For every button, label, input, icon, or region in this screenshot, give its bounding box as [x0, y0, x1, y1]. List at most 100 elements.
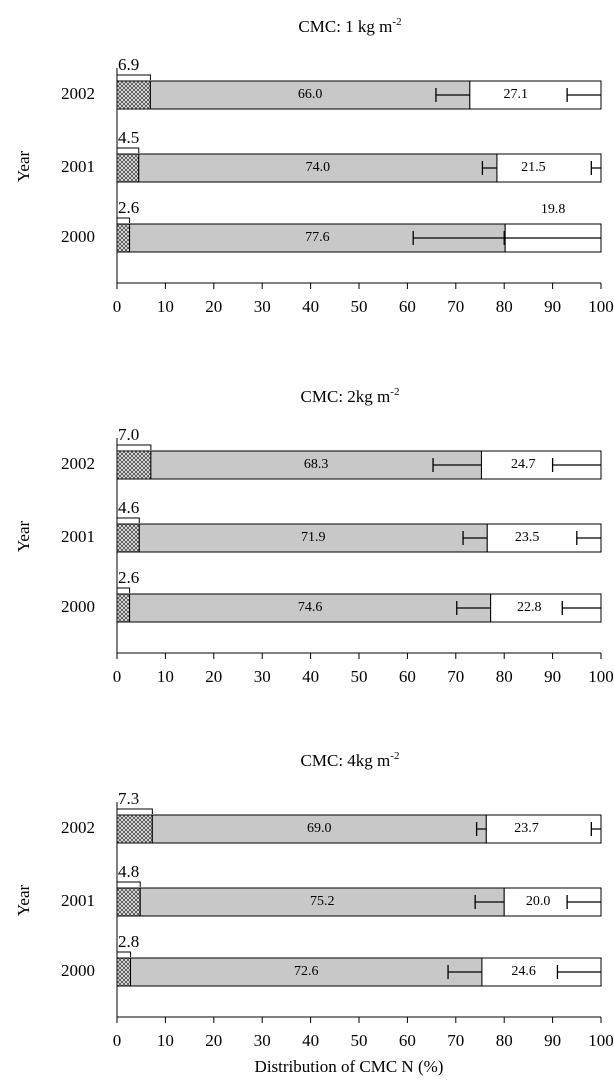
y-axis-label: Year — [14, 884, 33, 916]
x-tick-label: 90 — [544, 667, 561, 686]
error-bar — [590, 822, 601, 836]
y-tick-label: 2001 — [61, 891, 95, 910]
y-tick-label: 2002 — [61, 84, 95, 103]
title-text: CMC: 4kg m — [301, 751, 391, 770]
bracket-label: 4.8 — [118, 862, 139, 881]
y-tick-label: 2000 — [61, 227, 95, 246]
bracket-label: 2.6 — [118, 198, 139, 217]
y-tick-label: 2001 — [61, 157, 95, 176]
x-tick-label: 70 — [447, 297, 464, 316]
value-label: 23.7 — [514, 821, 539, 836]
x-tick-label: 90 — [544, 297, 561, 316]
x-tick-label: 60 — [399, 297, 416, 316]
x-tick-label: 10 — [157, 667, 174, 686]
x-tick-label: 0 — [113, 667, 122, 686]
error-bar — [456, 601, 491, 615]
bar-segment — [116, 957, 132, 987]
error-bar — [432, 458, 482, 472]
y-tick-label: 2002 — [61, 454, 95, 473]
bracket-label: 2.8 — [118, 932, 139, 951]
title-superscript: -2 — [392, 16, 401, 28]
bracket-label: 4.6 — [118, 498, 139, 517]
bracket — [116, 881, 141, 887]
error-bar — [503, 231, 601, 245]
bar-segment — [116, 887, 141, 917]
x-tick-label: 60 — [399, 667, 416, 686]
x-tick-label: 20 — [205, 297, 222, 316]
value-label: 23.5 — [515, 530, 540, 545]
y-tick-label: 2001 — [61, 527, 95, 546]
x-tick-label: 50 — [351, 297, 368, 316]
x-tick-label: 50 — [351, 1031, 368, 1050]
bracket-label: 2.6 — [118, 568, 139, 587]
error-bar — [481, 161, 497, 175]
value-label: 69.0 — [307, 821, 332, 836]
x-tick-label: 80 — [496, 1031, 513, 1050]
x-tick-label: 20 — [205, 667, 222, 686]
y-tick-label: 2000 — [61, 961, 95, 980]
bar-segment — [485, 814, 602, 844]
x-tick-label: 100 — [588, 297, 614, 316]
error-bar — [556, 965, 601, 979]
x-tick-label: 30 — [254, 667, 271, 686]
bracket — [116, 147, 140, 153]
error-bar — [576, 531, 601, 545]
value-label: 21.5 — [521, 160, 546, 175]
value-label: 77.6 — [305, 230, 330, 245]
y-axis-label: Year — [14, 520, 33, 552]
bar-segment — [116, 80, 151, 110]
x-tick-label: 90 — [544, 1031, 561, 1050]
value-label: 66.0 — [298, 87, 323, 102]
chart-title: CMC: 4kg m-2 — [301, 750, 400, 770]
bar-segment — [116, 593, 131, 623]
value-label: 68.3 — [304, 457, 329, 472]
value-label: 20.0 — [526, 894, 551, 909]
x-tick-label: 30 — [254, 1031, 271, 1050]
x-tick-label: 10 — [157, 1031, 174, 1050]
x-tick-label: 60 — [399, 1031, 416, 1050]
title-text: CMC: 2kg m — [301, 387, 391, 406]
x-tick-label: 0 — [113, 1031, 122, 1050]
bar-segment — [116, 450, 152, 480]
bracket-label: 7.0 — [118, 425, 139, 444]
y-tick-label: 2000 — [61, 597, 95, 616]
bar-segment — [116, 153, 140, 183]
value-label: 24.6 — [511, 964, 536, 979]
x-tick-label: 70 — [447, 1031, 464, 1050]
bar-segment — [138, 523, 488, 553]
bracket — [116, 517, 140, 523]
error-bar — [475, 822, 487, 836]
value-label: 71.9 — [301, 530, 326, 545]
value-label: 74.0 — [306, 160, 331, 175]
x-tick-label: 40 — [302, 1031, 319, 1050]
error-bar — [566, 895, 601, 909]
value-label: 72.6 — [294, 964, 319, 979]
error-bar — [447, 965, 482, 979]
bracket-label: 4.5 — [118, 128, 139, 147]
error-bar — [435, 88, 470, 102]
title-text: CMC: 1 kg m — [298, 17, 392, 36]
bracket — [116, 74, 151, 80]
x-tick-label: 100 — [588, 1031, 614, 1050]
value-label: 22.8 — [517, 600, 542, 615]
x-tick-label: 100 — [588, 667, 614, 686]
bracket — [116, 444, 152, 450]
bracket — [116, 808, 153, 814]
x-axis-label: Distribution of CMC N (%) — [255, 1057, 444, 1076]
bar-segment — [129, 593, 492, 623]
value-label: 75.2 — [310, 894, 335, 909]
x-tick-label: 70 — [447, 667, 464, 686]
value-label: 19.8 — [541, 202, 566, 217]
error-bar — [474, 895, 505, 909]
bar-segment — [116, 223, 131, 253]
bar-segment — [116, 814, 153, 844]
bar-segment — [151, 814, 487, 844]
bar-segment — [130, 957, 483, 987]
bar-segment — [150, 450, 482, 480]
error-bar — [551, 458, 601, 472]
x-tick-label: 20 — [205, 1031, 222, 1050]
error-bar — [590, 161, 601, 175]
title-superscript: -2 — [390, 750, 399, 762]
error-bar — [462, 531, 488, 545]
value-label: 24.7 — [511, 457, 536, 472]
